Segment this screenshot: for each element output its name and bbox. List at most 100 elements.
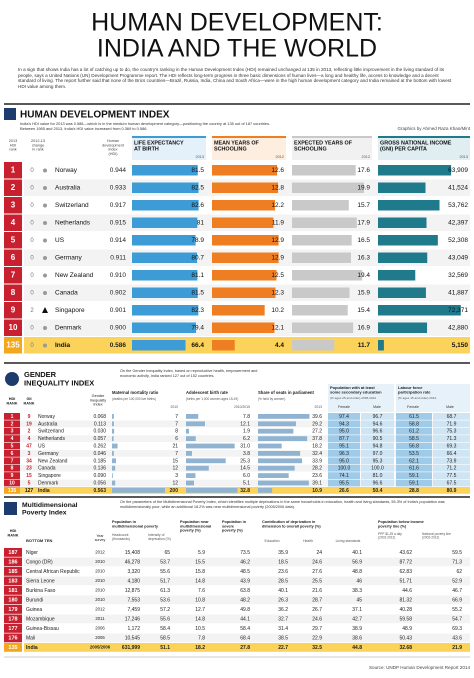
rank: 7 bbox=[11, 271, 16, 280]
country: Central African Republic bbox=[26, 569, 80, 575]
label: Contribution of deprivation in bbox=[262, 520, 316, 524]
cell-value: 80.9 bbox=[447, 488, 457, 494]
country: Singapore bbox=[38, 473, 61, 479]
cell-value: 16.3 bbox=[357, 255, 370, 262]
rank-cell bbox=[4, 197, 22, 214]
row-bg bbox=[24, 576, 470, 586]
rank-same-icon bbox=[43, 168, 47, 173]
cell-value: 51.7 bbox=[160, 578, 170, 584]
cell-bg bbox=[361, 464, 394, 472]
cell-bg bbox=[328, 427, 360, 435]
cell-value: 10.9 bbox=[312, 488, 322, 494]
rank-cell bbox=[4, 319, 22, 336]
column-header-strip bbox=[212, 136, 286, 138]
cell-value: 0.030 bbox=[93, 429, 106, 435]
rank-cell bbox=[4, 302, 22, 319]
label: BOTTOM TEN bbox=[26, 538, 52, 543]
cell-bg bbox=[361, 472, 394, 479]
bar bbox=[258, 443, 282, 449]
rank-cell bbox=[4, 284, 22, 301]
bar bbox=[378, 340, 384, 351]
cell-value: 66.9 bbox=[452, 597, 462, 603]
country: New Zealand bbox=[38, 458, 68, 464]
paragraph: On the Gender Inequality Index, based on… bbox=[120, 369, 258, 378]
country: Switzerland bbox=[38, 429, 64, 435]
cell-value: 81.5 bbox=[191, 167, 204, 174]
label: 2012 bbox=[276, 155, 284, 159]
bar bbox=[258, 473, 289, 478]
cell-value: 0.068 bbox=[93, 414, 106, 420]
cell-value: 200 bbox=[170, 488, 179, 494]
cell-value: 32.7 bbox=[278, 616, 288, 622]
cell-bg bbox=[396, 450, 432, 457]
cell-value: 57.2 bbox=[160, 607, 170, 613]
label: 2013 bbox=[460, 155, 468, 159]
cell-value: 87.72 bbox=[399, 559, 412, 565]
cell-value: 43,049 bbox=[448, 255, 468, 262]
label: SCHOOLING bbox=[214, 147, 247, 153]
cell-value: 7 bbox=[175, 421, 178, 427]
label: PPP $1.25 a day bbox=[378, 532, 402, 536]
cell-value: 18.2 bbox=[312, 444, 322, 450]
cell-bg bbox=[328, 442, 360, 450]
rank: 6 bbox=[11, 253, 16, 262]
row-bg bbox=[20, 420, 470, 428]
bar bbox=[258, 488, 273, 493]
rank: 135 bbox=[8, 645, 17, 651]
rank-change: 2 bbox=[30, 308, 34, 314]
label: (% ages 15 and older) 2012 bbox=[398, 396, 436, 400]
cell-value: 80.7 bbox=[191, 255, 204, 262]
label: Maternal mortality ratio bbox=[112, 390, 159, 395]
row-bg bbox=[24, 337, 470, 354]
country: Burkina Faso bbox=[26, 588, 56, 594]
label: HDI bbox=[9, 397, 16, 401]
cell-value: 100.0 bbox=[371, 466, 384, 472]
label: Male bbox=[373, 405, 381, 409]
label: Female bbox=[338, 405, 350, 409]
gii-rank: 34 bbox=[26, 458, 32, 464]
rank-cell bbox=[4, 487, 20, 494]
cell-value: 0.902 bbox=[110, 290, 127, 297]
section-title: Poverty Index bbox=[22, 510, 67, 517]
cell-value: 19.9 bbox=[357, 185, 370, 192]
cell-value: 58.8 bbox=[409, 421, 419, 427]
cell-bg bbox=[361, 457, 394, 465]
rank-cell bbox=[4, 472, 20, 479]
row-bg bbox=[20, 479, 470, 487]
bar bbox=[132, 287, 198, 298]
cell-value: 27.8 bbox=[240, 645, 250, 651]
bar bbox=[292, 287, 350, 298]
cell-value: 4.4 bbox=[275, 342, 284, 349]
cell-value: 48.5 bbox=[240, 569, 250, 575]
label: Male bbox=[446, 405, 454, 409]
rank-cell bbox=[4, 605, 22, 614]
cell-value: 77.5 bbox=[447, 473, 457, 479]
cell-value: 22.9 bbox=[312, 635, 322, 641]
cell-value: 58.5 bbox=[160, 635, 170, 641]
cell-value: 48.8 bbox=[352, 569, 362, 575]
rank-change: 0 bbox=[30, 326, 34, 332]
rank-up-icon bbox=[42, 307, 48, 313]
cell-value: 0.090 bbox=[93, 473, 106, 479]
cell-value: 0.917 bbox=[110, 202, 127, 209]
bar bbox=[186, 451, 192, 456]
cell-value: 81 bbox=[197, 220, 205, 227]
rank: 186 bbox=[8, 560, 17, 566]
cell-value: 43.9 bbox=[240, 578, 250, 584]
label: change bbox=[32, 143, 44, 147]
bar bbox=[258, 451, 301, 456]
bar bbox=[186, 436, 196, 441]
cell-value: 44.8 bbox=[352, 645, 362, 651]
bar bbox=[132, 305, 199, 316]
paragraph: On the parameters of the Multidimensiona… bbox=[120, 500, 445, 509]
label: Female bbox=[407, 405, 419, 409]
cell-value: 15,408 bbox=[125, 550, 141, 556]
title: HUMAN DEVELOPMENT: bbox=[91, 9, 383, 37]
cell-value: 72,371 bbox=[448, 307, 468, 314]
cell-value: 65 bbox=[164, 550, 170, 556]
cell-value: 15.4 bbox=[357, 307, 370, 314]
section-icon bbox=[4, 108, 16, 120]
section-title: GENDER bbox=[24, 370, 57, 379]
country: US bbox=[38, 444, 46, 450]
